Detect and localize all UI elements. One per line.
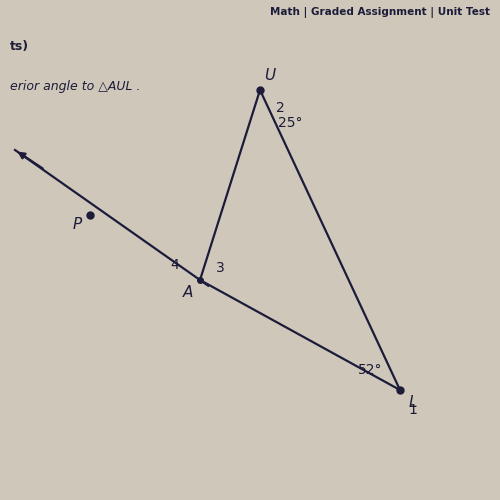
Text: 2: 2: [276, 100, 284, 114]
Text: U: U: [264, 68, 276, 82]
Text: 1: 1: [408, 403, 417, 417]
Text: L: L: [408, 395, 417, 410]
Text: 4: 4: [170, 258, 179, 272]
Text: 25°: 25°: [278, 116, 302, 130]
Text: erior angle to △AUL .: erior angle to △AUL .: [10, 80, 140, 93]
Text: 52°: 52°: [358, 363, 382, 377]
Text: P: P: [73, 216, 82, 232]
Text: ts): ts): [10, 40, 29, 53]
Text: 3: 3: [216, 260, 224, 274]
Text: Math | Graded Assignment | Unit Test: Math | Graded Assignment | Unit Test: [270, 8, 490, 18]
Text: A: A: [182, 285, 192, 300]
